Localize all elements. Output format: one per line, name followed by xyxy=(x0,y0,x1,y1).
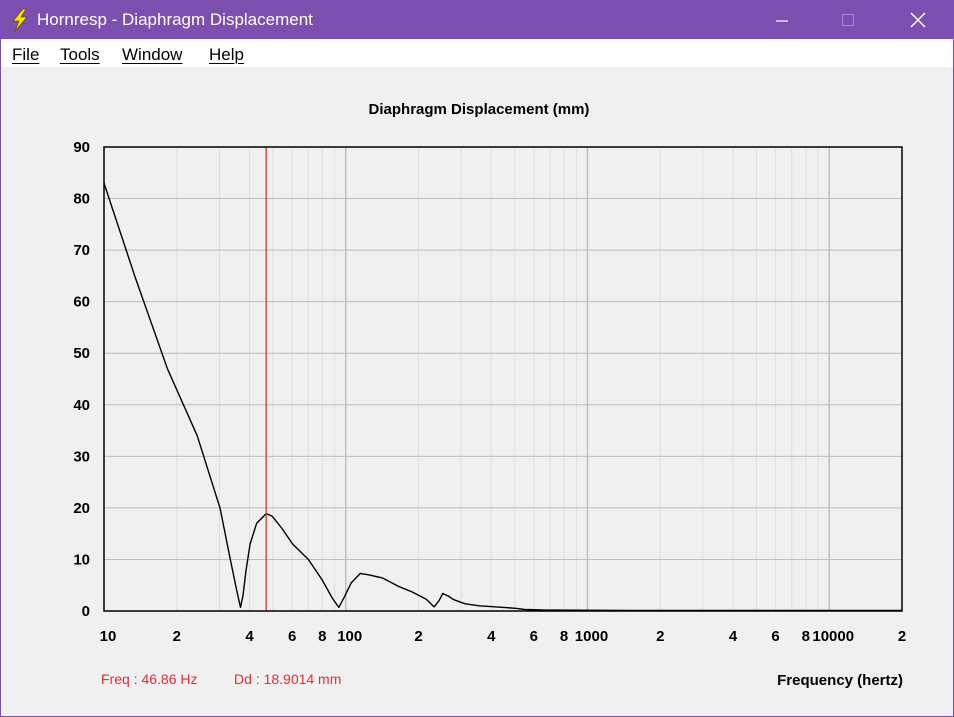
x-tick-label: 6 xyxy=(288,628,296,645)
x-tick-label: 2 xyxy=(173,628,181,645)
x-tick-label: 100 xyxy=(337,628,362,645)
close-icon xyxy=(910,12,926,28)
menu-help[interactable]: Help xyxy=(209,45,244,64)
chart-series xyxy=(103,182,902,612)
lightning-bolt-icon xyxy=(12,8,28,32)
chart-title: Diaphragm Displacement (mm) xyxy=(369,101,590,118)
chart-area: Diaphragm Displacement (mm) 0 10 20 30 40 50 6… xyxy=(1,67,953,716)
x-tick-label: 8 xyxy=(318,628,326,645)
minimize-icon xyxy=(776,20,788,22)
displacement-chart[interactable]: Diaphragm Displacement (mm) 0 10 20 30 40 50 6… xyxy=(1,67,953,716)
menu-window[interactable]: Window xyxy=(122,45,183,64)
freq-readout: Freq : 46.86 Hz xyxy=(101,671,198,687)
x-tick-label: 4 xyxy=(729,628,738,645)
x-tick-label: 6 xyxy=(530,628,538,645)
x-tick-label: 10 xyxy=(100,628,117,645)
y-tick-label: 80 xyxy=(73,191,90,208)
title-bar[interactable]: Hornresp - Diaphragm Displacement xyxy=(1,1,953,39)
menu-tools[interactable]: Tools xyxy=(60,45,100,64)
displacement-readout: Dd : 18.9014 mm xyxy=(234,671,341,687)
y-tick-label: 60 xyxy=(73,294,90,311)
x-tick-label: 2 xyxy=(414,628,422,645)
x-tick-label: 6 xyxy=(771,628,779,645)
x-tick-label: 4 xyxy=(487,628,496,645)
maximize-button[interactable] xyxy=(825,1,871,39)
y-tick-label: 10 xyxy=(73,551,90,568)
close-button[interactable] xyxy=(895,1,941,39)
x-tick-label: 8 xyxy=(802,628,810,645)
maximize-icon xyxy=(842,14,854,26)
minimize-button[interactable] xyxy=(759,1,805,39)
y-tick-label: 50 xyxy=(73,345,90,362)
chart-grid xyxy=(104,147,902,611)
menu-file[interactable]: File xyxy=(12,45,40,64)
y-tick-label: 30 xyxy=(73,448,90,465)
x-tick-label: 2 xyxy=(656,628,664,645)
x-axis-ticks: 10 2 4 6 8 100 2 4 6 8 1000 2 4 6 8 10000 2 xyxy=(100,628,907,645)
x-tick-label: 10000 xyxy=(812,628,854,645)
y-axis-ticks: 0 10 20 30 40 50 60 70 80 90 xyxy=(73,139,90,620)
y-tick-label: 70 xyxy=(73,242,90,259)
x-tick-label: 1000 xyxy=(575,628,608,645)
y-tick-label: 40 xyxy=(73,397,90,414)
displacement-line xyxy=(103,182,902,612)
y-tick-label: 90 xyxy=(73,139,90,156)
plot-frame xyxy=(103,146,903,612)
x-tick-label: 4 xyxy=(245,628,254,645)
y-tick-label: 0 xyxy=(82,603,90,620)
x-tick-label: 8 xyxy=(560,628,568,645)
menu-bar: File Tools Window Help xyxy=(1,39,953,67)
x-tick-label: 2 xyxy=(898,628,906,645)
y-tick-label: 20 xyxy=(73,500,90,517)
x-axis-label: Frequency (hertz) xyxy=(777,672,903,689)
window-title: Hornresp - Diaphragm Displacement xyxy=(37,10,313,29)
